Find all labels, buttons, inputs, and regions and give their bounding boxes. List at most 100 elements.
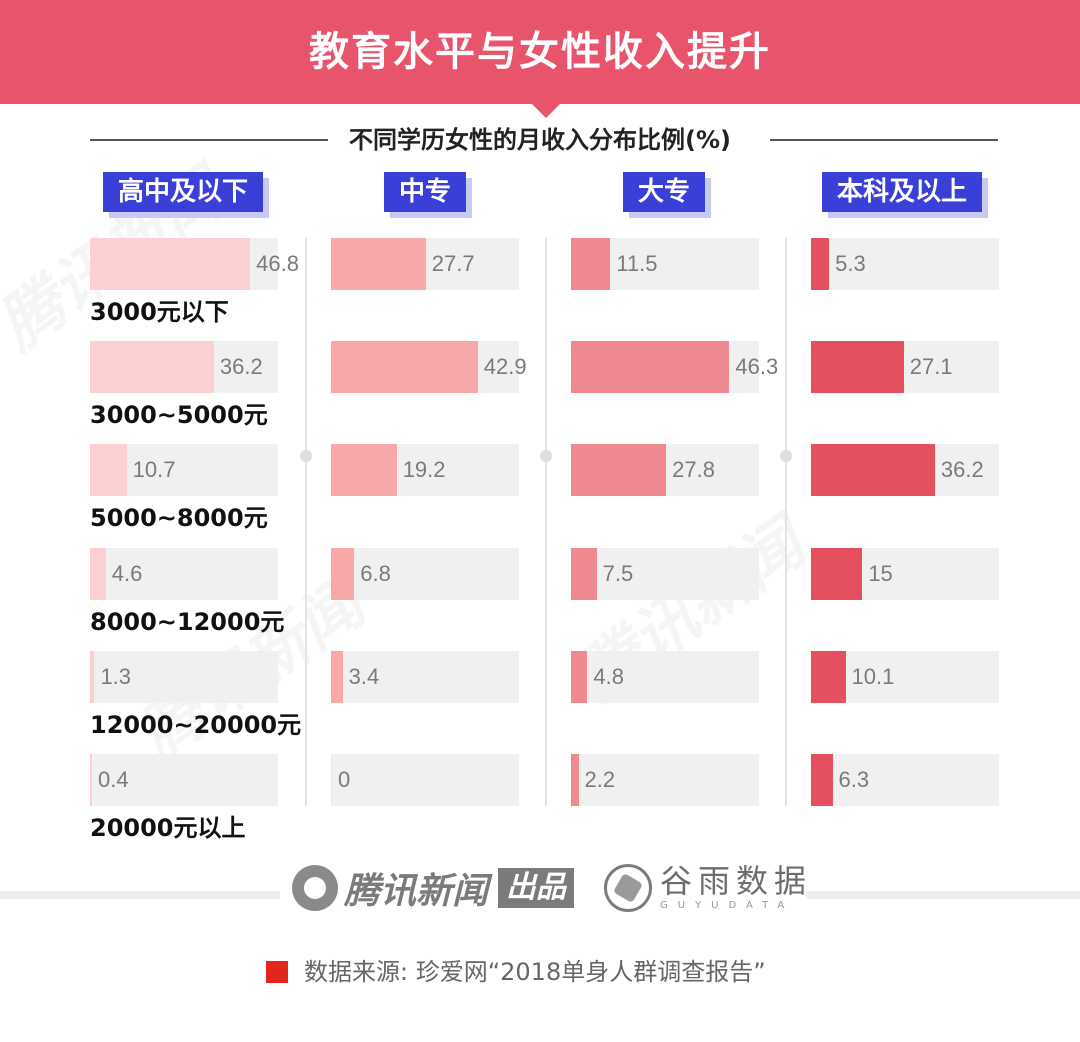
bar	[90, 548, 106, 600]
source-note: 数据来源: 珍爱网“2018单身人群调查报告”	[304, 958, 766, 986]
bar	[571, 341, 730, 393]
title-banner-notch	[532, 104, 560, 118]
bar	[90, 754, 92, 806]
category-label: 5000~8000元	[90, 504, 268, 532]
bar-value-label: 4.6	[111, 561, 143, 586]
bar-value-label: 4.8	[593, 664, 625, 689]
bar-track: 10.7	[90, 444, 278, 496]
bar	[331, 238, 426, 290]
source-marker-icon	[266, 961, 288, 983]
bar-value-label: 19.2	[402, 457, 446, 482]
bar	[571, 548, 597, 600]
bar-track: 11.5	[571, 238, 759, 290]
bar-value-label: 1.3	[100, 664, 132, 689]
guyu-data-logo-subtext: GUYUDATA	[660, 900, 795, 911]
bar-track: 36.2	[90, 341, 278, 393]
bar-track: 5.3	[811, 238, 999, 290]
bar-track: 3.4	[331, 651, 519, 703]
series-header-0: 高中及以下	[103, 172, 263, 212]
chart-subtitle: 不同学历女性的月收入分布比例(%)	[349, 126, 731, 154]
category-label: 8000~12000元	[90, 608, 285, 636]
bar-value-label: 27.1	[909, 354, 953, 379]
bar	[811, 238, 830, 290]
bar	[811, 444, 935, 496]
subtitle-divider-right	[770, 139, 998, 141]
bar-value-label: 42.9	[483, 354, 527, 379]
bar	[571, 444, 667, 496]
bar-track: 4.6	[90, 548, 278, 600]
bar	[571, 651, 588, 703]
bar	[90, 444, 127, 496]
bar	[811, 754, 833, 806]
page-title: 教育水平与女性收入提升	[309, 29, 771, 75]
bar	[331, 341, 478, 393]
bar-value-label: 27.7	[431, 251, 475, 276]
bar-track: 27.8	[571, 444, 759, 496]
guyu-data-logo: 谷雨数据 GUYUDATA	[604, 860, 812, 916]
column-divider	[785, 238, 787, 806]
bar-value-label: 0.4	[98, 767, 129, 792]
column-divider	[305, 238, 307, 806]
bar-value-label: 10.1	[851, 664, 895, 689]
bar-value-label: 3.4	[348, 664, 380, 689]
bar-track: 10.1	[811, 651, 999, 703]
guyu-data-logo-text: 谷雨数据	[660, 862, 813, 900]
footer-divider-left	[0, 891, 280, 899]
bar-track: 0	[331, 754, 519, 806]
footer-divider-right	[806, 891, 1080, 899]
bar-value-label: 27.8	[672, 457, 715, 482]
bar-value-label: 10.7	[132, 457, 176, 482]
tencent-news-logo: 腾讯新闻 出品	[292, 860, 575, 916]
title-banner	[0, 0, 1080, 104]
bar	[811, 548, 863, 600]
bar-value-label: 36.2	[940, 457, 984, 482]
bar	[331, 444, 397, 496]
bar-value-label: 7.5	[602, 561, 634, 586]
bar-value-label: 11.5	[616, 251, 658, 276]
bar	[331, 754, 332, 806]
tencent-news-logo-icon	[292, 865, 338, 911]
bar	[90, 651, 95, 703]
series-header-1: 中专	[384, 172, 466, 212]
bar-track: 27.1	[811, 341, 999, 393]
bar	[90, 238, 251, 290]
column-divider	[545, 238, 547, 806]
bar-track: 2.2	[571, 754, 759, 806]
bar-track: 46.3	[571, 341, 778, 393]
bar-value-label: 46.3	[735, 354, 779, 379]
column-divider-dot	[300, 450, 312, 462]
bar-value-label: 36.2	[219, 354, 263, 379]
bar-value-label: 5.3	[835, 251, 866, 276]
guyu-data-logo-icon	[604, 864, 652, 912]
bar-value-label: 6.8	[360, 561, 391, 586]
bar-value-label: 0	[338, 767, 351, 792]
bar-track: 46.8	[90, 238, 299, 290]
series-header-2: 大专	[623, 172, 705, 212]
bar-track: 4.8	[571, 651, 759, 703]
bar-track: 7.5	[571, 548, 759, 600]
series-header-3: 本科及以上	[822, 172, 982, 212]
bar	[331, 548, 355, 600]
bar-track: 1.3	[90, 651, 278, 703]
category-label: 3000~5000元	[90, 401, 268, 429]
category-label: 12000~20000元	[90, 711, 302, 739]
bar-track: 6.8	[331, 548, 519, 600]
bar	[811, 341, 904, 393]
bar-track: 19.2	[331, 444, 519, 496]
bar	[90, 341, 214, 393]
subtitle-divider-left	[90, 139, 328, 141]
bar	[571, 238, 611, 290]
bar-value-label: 46.8	[256, 251, 299, 276]
category-label: 20000元以上	[90, 814, 246, 842]
bar-track: 6.3	[811, 754, 999, 806]
tencent-news-logo-text: 腾讯新闻	[344, 871, 489, 912]
bar-track: 36.2	[811, 444, 999, 496]
bar-track: 27.7	[331, 238, 519, 290]
bar-track: 42.9	[331, 341, 527, 393]
bar	[331, 651, 343, 703]
bar-value-label: 6.3	[838, 767, 870, 792]
bar-track: 15	[811, 548, 999, 600]
bar	[571, 754, 579, 806]
category-label: 3000元以下	[90, 298, 229, 326]
column-divider-dot	[540, 450, 552, 462]
